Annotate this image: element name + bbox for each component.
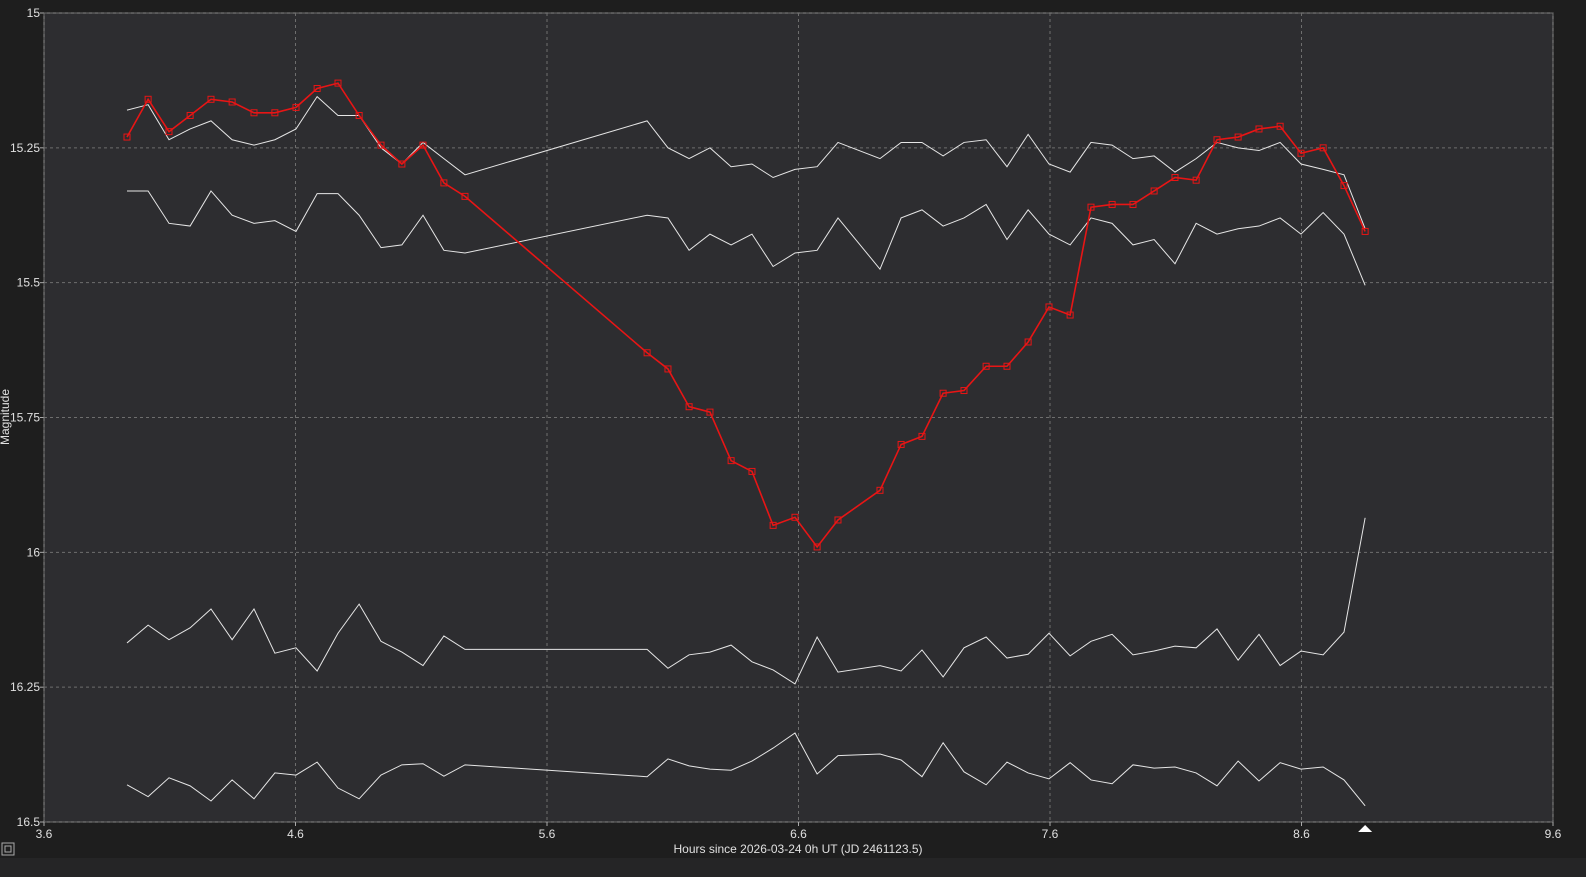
y-tick-label: 16 xyxy=(27,545,41,559)
data-point xyxy=(313,85,321,93)
y-tick-label: 15.5 xyxy=(17,276,41,290)
data-point xyxy=(334,79,342,87)
data-point xyxy=(727,457,735,465)
y-axis-title: Magnitude xyxy=(0,389,12,445)
data-point xyxy=(292,103,300,111)
data-point xyxy=(398,160,406,168)
data-point xyxy=(1108,200,1116,208)
data-point xyxy=(1361,227,1369,235)
y-tick-label: 15 xyxy=(27,6,41,20)
data-point xyxy=(1066,311,1074,319)
data-point xyxy=(1192,176,1200,184)
data-point xyxy=(1297,149,1305,157)
data-point xyxy=(897,440,905,448)
data-point xyxy=(748,467,756,475)
status-bar xyxy=(0,858,1586,877)
data-point xyxy=(440,179,448,187)
x-tick-label: 9.6 xyxy=(1545,827,1562,841)
data-point xyxy=(791,513,799,521)
data-point xyxy=(876,486,884,494)
data-point xyxy=(939,389,947,397)
time-marker xyxy=(1358,825,1373,832)
x-tick-label: 5.6 xyxy=(539,827,556,841)
x-tick-label: 8.6 xyxy=(1293,827,1310,841)
data-point xyxy=(144,95,152,103)
x-axis-title: Hours since 2026-03-24 0h UT (JD 2461123… xyxy=(673,842,922,856)
data-point xyxy=(1276,122,1284,130)
data-point xyxy=(1150,187,1158,195)
data-point xyxy=(834,516,842,524)
x-tick-label: 3.6 xyxy=(36,827,53,841)
data-point xyxy=(1340,182,1348,190)
data-point xyxy=(1213,136,1221,144)
data-point xyxy=(355,111,363,119)
series-line xyxy=(126,732,1366,807)
data-point xyxy=(461,192,469,200)
series-line xyxy=(126,82,1366,549)
data-point xyxy=(918,432,926,440)
y-tick-label: 16.25 xyxy=(10,680,40,694)
data-point xyxy=(123,133,131,141)
y-tick-label: 15.75 xyxy=(10,411,40,425)
data-point xyxy=(186,111,194,119)
x-tick-label: 6.6 xyxy=(790,827,807,841)
y-tick-label: 15.25 xyxy=(10,141,40,155)
data-point xyxy=(769,521,777,529)
data-point xyxy=(1171,173,1179,181)
data-point xyxy=(664,365,672,373)
data-point xyxy=(165,128,173,136)
data-point xyxy=(419,141,427,149)
data-point xyxy=(1087,203,1095,211)
corner-icon xyxy=(4,845,12,853)
x-tick-label: 4.6 xyxy=(287,827,304,841)
data-point xyxy=(228,98,236,106)
data-point xyxy=(1234,133,1242,141)
data-point xyxy=(685,403,693,411)
series-line xyxy=(127,190,1366,286)
data-point xyxy=(377,141,385,149)
data-point xyxy=(1024,338,1032,346)
data-point xyxy=(960,387,968,395)
data-point xyxy=(982,362,990,370)
y-tick-label: 16.5 xyxy=(17,815,41,829)
series-line xyxy=(126,517,1366,685)
data-point xyxy=(1319,144,1327,152)
corner-button[interactable] xyxy=(1,842,15,856)
data-point xyxy=(207,95,215,103)
data-point xyxy=(1255,125,1263,133)
data-point xyxy=(271,109,279,117)
series-line xyxy=(126,95,1366,229)
data-point xyxy=(706,408,714,416)
data-point xyxy=(1129,200,1137,208)
data-point xyxy=(1045,303,1053,311)
data-point xyxy=(813,543,821,551)
x-tick-label: 7.6 xyxy=(1042,827,1059,841)
data-point xyxy=(643,349,651,357)
data-point xyxy=(1003,362,1011,370)
data-point xyxy=(250,109,258,117)
